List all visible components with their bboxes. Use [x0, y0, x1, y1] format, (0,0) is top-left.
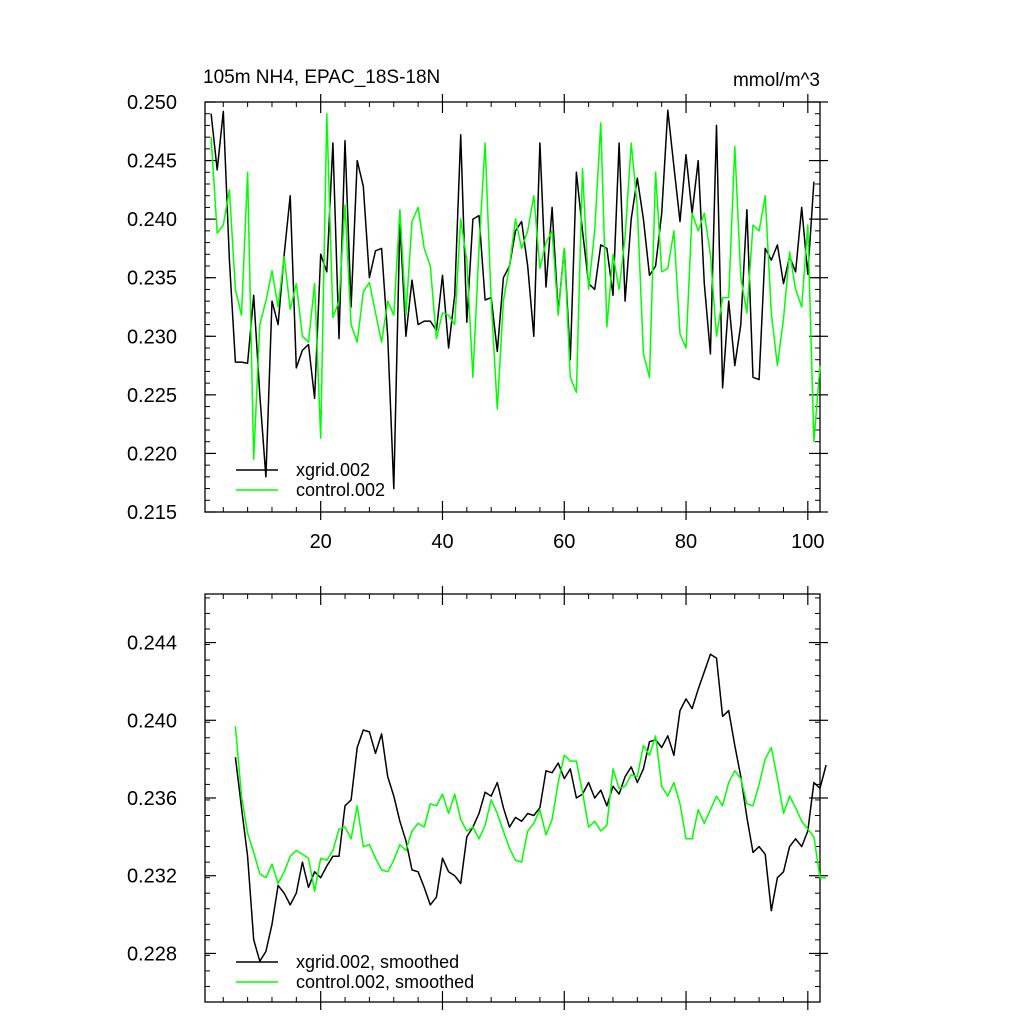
legend-label: xgrid.002	[296, 460, 370, 480]
y-tick-label: 0.220	[127, 443, 177, 465]
series-line-0	[210, 109, 815, 490]
x-tick-label: 40	[431, 531, 453, 553]
plot-frame	[204, 593, 821, 1003]
y-tick-label: 0.250	[127, 92, 177, 114]
legend-label: xgrid.002, smoothed	[296, 952, 459, 972]
y-tick-label: 0.228	[127, 943, 177, 965]
x-tick-label: 20	[310, 531, 332, 553]
legend-label: control.002, smoothed	[296, 972, 474, 992]
x-tick-label: 60	[553, 531, 575, 553]
y-tick-label: 0.240	[127, 710, 177, 732]
bottom-chart-panel: 0.228 0.232 0.236 0.240 0.244 xgrid.002, smo…	[127, 586, 828, 1010]
y-tick-label: 0.235	[127, 268, 177, 290]
y-tick-label: 0.230	[127, 326, 177, 348]
series-line-1	[210, 112, 821, 461]
legend-label: control.002	[296, 480, 385, 500]
y-tick-label: 0.240	[127, 209, 177, 231]
chart-units: mmol/m^3	[733, 70, 820, 91]
y-tick-label: 0.236	[127, 788, 177, 810]
y-tick-label: 0.225	[127, 385, 177, 407]
y-tick-label: 0.215	[127, 502, 177, 524]
y-tick-label: 0.232	[127, 866, 177, 888]
series-line-0	[234, 653, 827, 962]
chart-title: 105m NH4, EPAC_18S-18N	[203, 67, 440, 88]
y-tick-label: 0.245	[127, 151, 177, 173]
top-chart-panel: 105m NH4, EPAC_18S-18N mmol/m^3 20 40 60 80…	[127, 67, 828, 553]
plot-frame	[204, 101, 821, 513]
series-line-1	[234, 726, 827, 893]
x-tick-label: 100	[791, 531, 824, 553]
y-tick-label: 0.244	[127, 633, 177, 655]
x-tick-label: 80	[675, 531, 697, 553]
